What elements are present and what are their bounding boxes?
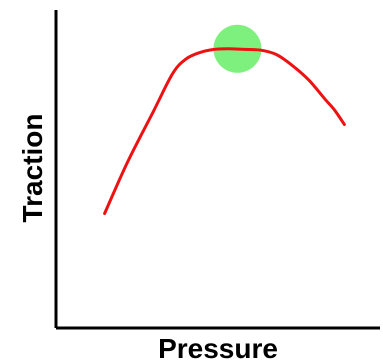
x-axis-label: Pressure (158, 333, 278, 362)
y-axis-label: Traction (17, 114, 48, 223)
traction-curve-line (103, 47, 346, 216)
plot-area (103, 24, 346, 216)
